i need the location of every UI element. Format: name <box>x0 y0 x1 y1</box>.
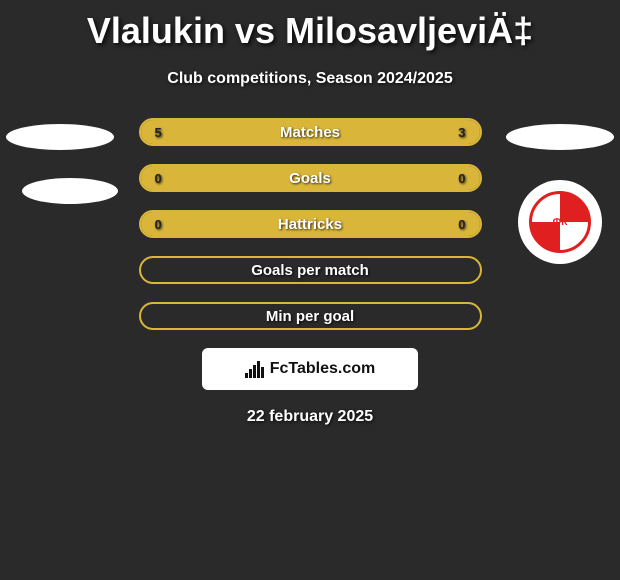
stat-label: Goals per match <box>251 262 369 279</box>
brand-label: FcTables.com <box>270 360 376 378</box>
date-label: 22 february 2025 <box>0 408 620 426</box>
stat-label: Min per goal <box>266 308 354 325</box>
stat-row: Goals per match <box>139 256 482 284</box>
stat-value-right: 0 <box>458 171 465 186</box>
brand-footer[interactable]: FcTables.com <box>202 348 418 390</box>
stat-fill-right <box>310 166 480 190</box>
page-subtitle: Club competitions, Season 2024/2025 <box>0 70 620 88</box>
stat-fill-left <box>141 166 311 190</box>
bars-icon <box>245 360 264 378</box>
page-title: Vlalukin vs MilosavljeviÄ‡ <box>0 0 620 52</box>
stat-value-right: 3 <box>458 125 465 140</box>
stat-row: Min per goal <box>139 302 482 330</box>
stat-label: Goals <box>289 170 331 187</box>
stat-row: 0 Hattricks 0 <box>139 210 482 238</box>
stat-value-left: 5 <box>155 125 162 140</box>
stat-row: 5 Matches 3 <box>139 118 482 146</box>
stats-panel: 5 Matches 3 0 Goals 0 0 Hattricks 0 Goals per mat… <box>0 118 620 426</box>
stat-value-right: 0 <box>458 217 465 232</box>
stat-row: 0 Goals 0 <box>139 164 482 192</box>
stat-label: Hattricks <box>278 216 342 233</box>
stat-value-left: 0 <box>155 171 162 186</box>
stat-label: Matches <box>280 124 340 141</box>
stat-value-left: 0 <box>155 217 162 232</box>
